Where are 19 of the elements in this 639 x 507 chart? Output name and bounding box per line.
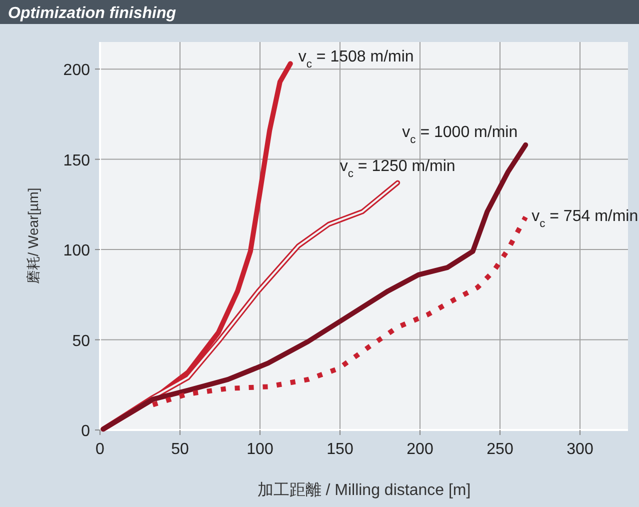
series-label: v$_{c}$ = 754 m/min [532,208,638,230]
x-tick-label: 250 [486,441,514,458]
series-label: v$_{c}$ = 1508 m/min [298,48,414,71]
series-label: v$_{c}$ = 1250 m/min [340,158,456,180]
x-tick-label: 0 [96,441,105,458]
series-label: v$_{c}$ = 1000 m/min [402,124,518,146]
y-tick-label: 0 [81,423,90,440]
y-tick-label: 100 [63,242,90,260]
x-tick-label: 300 [566,441,594,458]
x-tick-label: 50 [171,441,189,458]
chart-title: Optimization finishing [8,5,176,22]
y-tick-label: 150 [63,152,90,170]
y-tick-label: 50 [72,332,90,350]
y-tick-label: 200 [63,62,90,80]
x-tick-label: 100 [246,441,274,458]
x-tick-label: 200 [406,441,434,458]
y-axis-title: 磨耗/ Wear[µm] [25,188,41,284]
x-axis-title: 加工距離 / Milling distance [m] [257,481,471,499]
x-tick-label: 150 [326,441,354,458]
